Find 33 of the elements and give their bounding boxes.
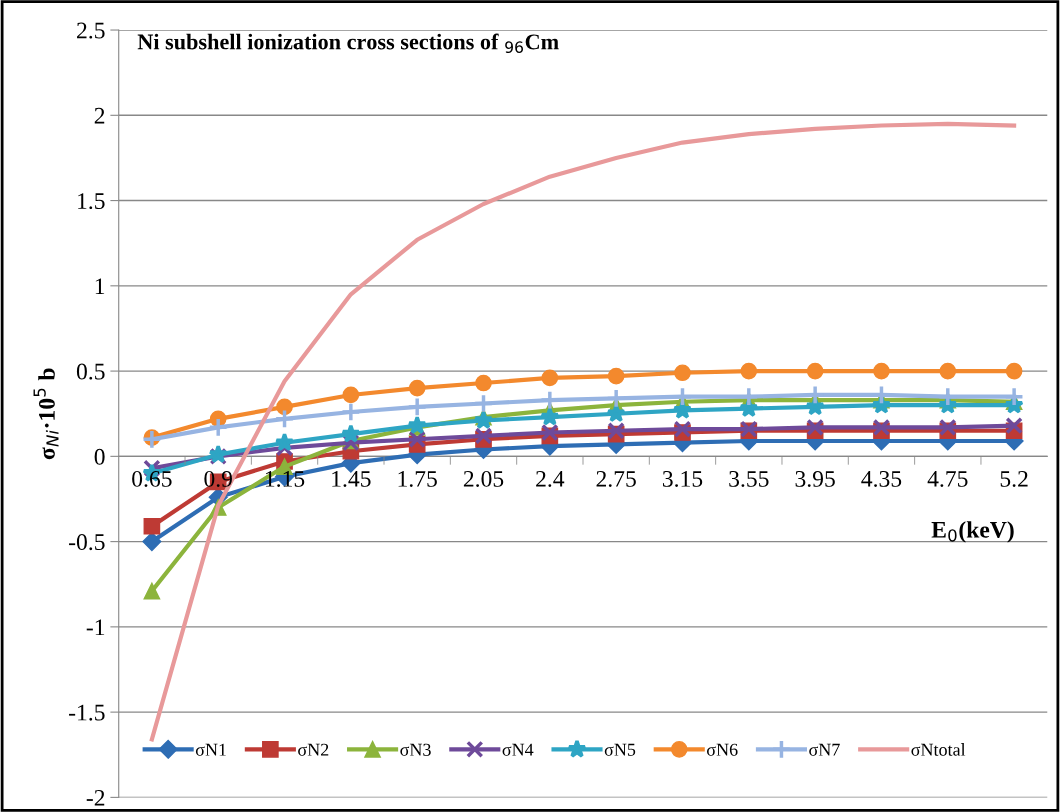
legend-label: σN5 (604, 743, 636, 756)
y-axis-title: σ$_{Ni}$·10$^{5}$ b (33, 368, 59, 460)
legend-label: σN2 (298, 743, 329, 756)
y-tick-label: 0.5 (76, 363, 105, 380)
x-tick-label: 3.15 (662, 470, 703, 487)
x-tick-label: 4.35 (861, 470, 902, 487)
y-tick-label: 1 (95, 278, 105, 295)
legend-label: σNtotal (911, 743, 966, 756)
x-axis-title: E$_{0}$(keV) (931, 521, 1014, 543)
x-tick-label: 2.75 (596, 470, 636, 487)
legend-label: σN7 (809, 743, 840, 756)
x-tick-label: 3.55 (729, 470, 769, 487)
legend-label: σN3 (400, 743, 431, 756)
y-tick-label: 0 (94, 448, 105, 465)
y-tick-label: -1 (86, 619, 105, 636)
legend-label: σN6 (707, 743, 738, 756)
y-tick-label: -1.5 (69, 704, 105, 721)
y-tick-label: -0.5 (69, 534, 105, 551)
x-tick-label: 2.4 (536, 470, 565, 487)
x-tick-label: 5.2 (1000, 470, 1028, 487)
y-tick-label: -2 (86, 789, 105, 806)
legend-label: σN1 (195, 743, 226, 756)
x-tick-label: 4.75 (927, 471, 968, 487)
chart-title: Ni subshell ionization cross sections of $_{96}$Cm (137, 33, 559, 54)
y-tick-label: 2.5 (77, 22, 105, 39)
y-tick-label: 1.5 (78, 193, 105, 210)
x-tick-label: 1.45 (332, 471, 371, 487)
x-tick-label: 2.05 (463, 470, 504, 487)
x-tick-label: 0.65 (132, 470, 172, 487)
x-tick-label: 3.95 (795, 470, 835, 487)
x-tick-label: 1.75 (398, 471, 437, 487)
y-tick-label: 2 (94, 107, 105, 124)
legend-label: σN4 (502, 743, 534, 756)
